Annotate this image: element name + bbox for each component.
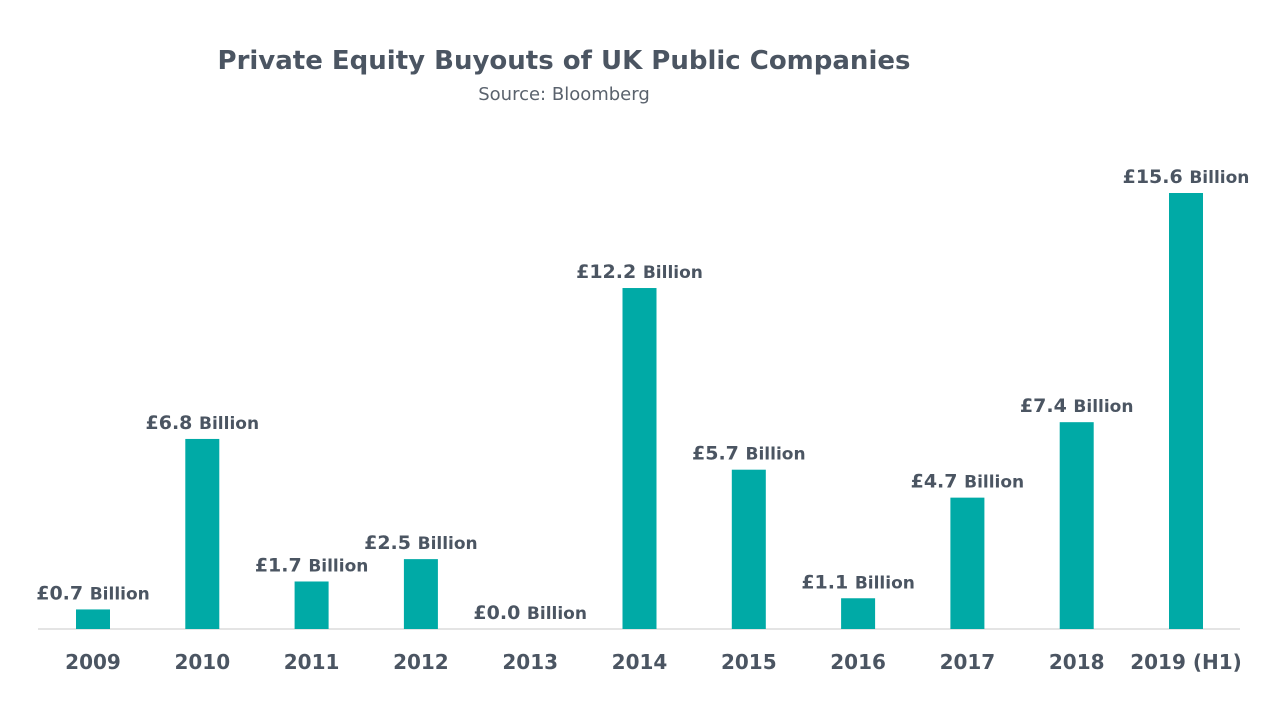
bar-2019 (H1) — [1169, 193, 1203, 629]
data-label: £15.6 Billion — [1123, 166, 1250, 188]
data-label: £0.0 Billion — [473, 602, 587, 624]
data-label: £1.7 Billion — [255, 554, 369, 576]
bar-2017 — [950, 497, 985, 629]
data-label: £7.4 Billion — [1020, 395, 1134, 417]
x-tick-label: 2013 — [502, 650, 558, 674]
bar-2014 — [622, 288, 657, 629]
data-label: £2.5 Billion — [364, 532, 478, 554]
x-tick-label: 2011 — [284, 650, 340, 674]
data-label: £5.7 Billion — [692, 443, 806, 465]
bar-2009 — [76, 609, 110, 629]
bar-2016 — [841, 598, 876, 629]
data-label: £12.2 Billion — [576, 261, 703, 283]
bar-2011 — [294, 581, 329, 629]
x-tick-label: 2009 — [65, 650, 121, 674]
data-label: £6.8 Billion — [146, 412, 260, 434]
x-tick-label: 2018 — [1049, 650, 1105, 674]
bar-2010 — [185, 438, 220, 629]
chart-title: Private Equity Buyouts of UK Public Comp… — [217, 46, 911, 76]
x-tick-label: 2014 — [612, 650, 668, 674]
x-tick-label: 2017 — [940, 650, 996, 674]
data-label: £0.7 Billion — [36, 582, 150, 604]
x-tick-label: 2019 (H1) — [1130, 650, 1242, 674]
chart-subtitle: Source: Bloomberg — [478, 84, 650, 105]
data-label: £1.1 Billion — [801, 571, 915, 593]
bar-2012 — [403, 559, 438, 629]
bar-2018 — [1059, 422, 1094, 629]
x-tick-label: 2012 — [393, 650, 449, 674]
x-tick-label: 2016 — [830, 650, 886, 674]
bar-2015 — [731, 469, 766, 629]
x-tick-label: 2010 — [174, 650, 230, 674]
data-label: £4.7 Billion — [911, 471, 1025, 493]
x-tick-label: 2015 — [721, 650, 777, 674]
